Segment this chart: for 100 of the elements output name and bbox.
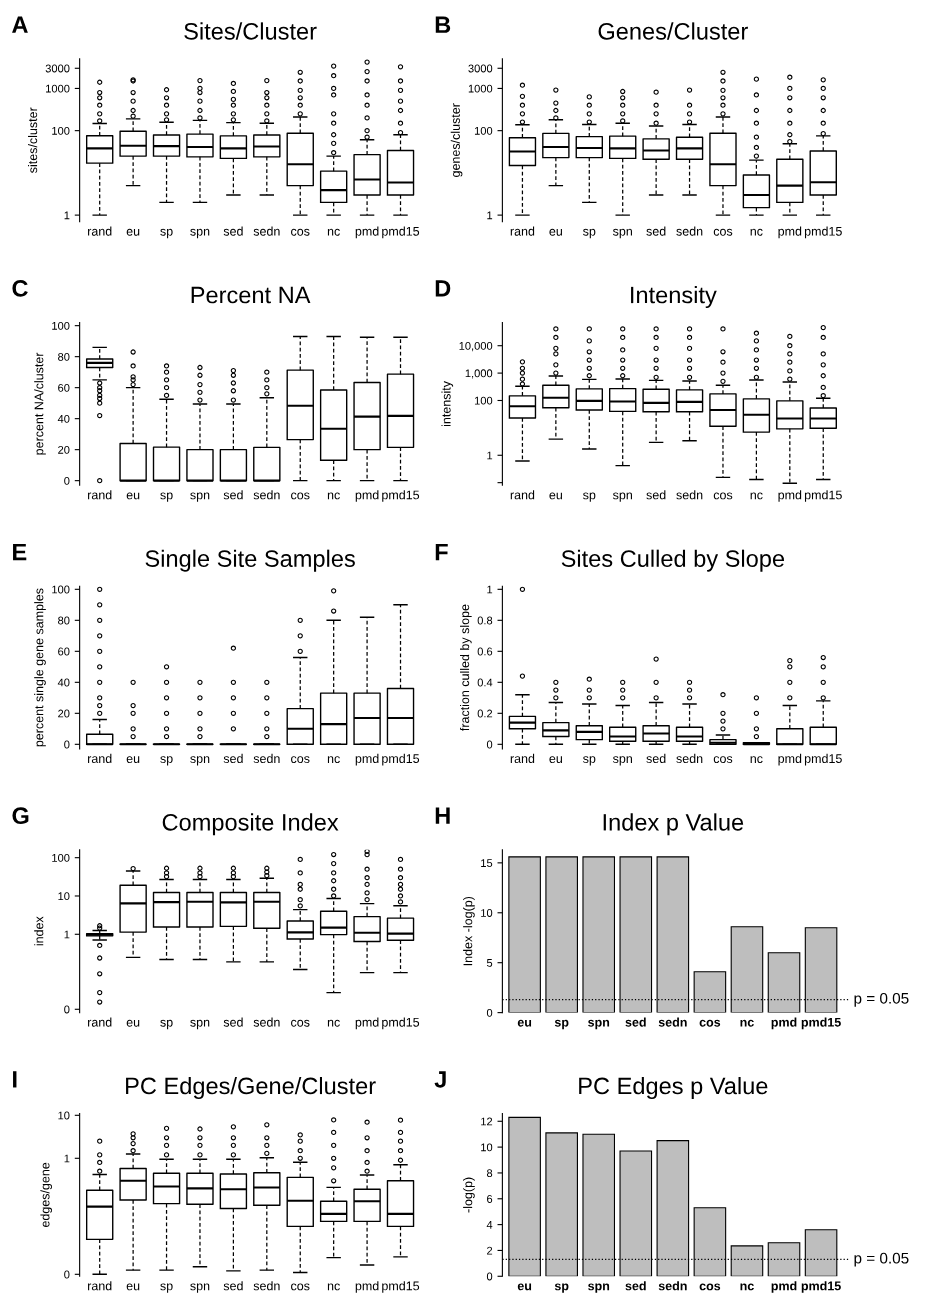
x-tick-label: nc: [740, 1019, 754, 1027]
y-tick-label: 1000: [468, 84, 493, 93]
x-tick-label: eu: [549, 756, 562, 764]
x-tick-label: eu: [126, 492, 140, 500]
x-tick-label: eu: [517, 1019, 532, 1027]
x-tick-label: pmd: [778, 753, 802, 766]
y-tick-label: 6: [487, 1195, 493, 1203]
y-axis-title: edges/gene: [40, 1162, 53, 1228]
x-tick-label: pmd: [355, 490, 379, 502]
text: E: [13, 543, 27, 561]
x-tick-label: eu: [126, 1283, 140, 1291]
chart-title: PC Edges/Gene/Cluster: [126, 1076, 376, 1099]
x-tick-label: spn: [612, 756, 632, 766]
x-tick-label: sp: [160, 1283, 173, 1293]
x-tick-label: nc: [327, 492, 340, 500]
x-tick-label: eu: [126, 756, 140, 764]
text: J: [434, 1071, 446, 1088]
y-tick-label: 1,000: [465, 369, 493, 379]
y-tick-label: 0.4: [477, 678, 493, 687]
x-tick-label: pmd15: [382, 490, 420, 502]
x-tick-label: sed: [646, 490, 666, 500]
y-tick-label: 100: [52, 585, 70, 594]
y-tick-label: 2: [487, 1246, 493, 1255]
x-tick-label: rand: [510, 753, 535, 764]
y-tick-label: 60: [58, 383, 70, 392]
x-tick-label: sed: [646, 753, 666, 764]
text: I: [13, 1071, 17, 1088]
y-tick-label: 8: [486, 1169, 493, 1178]
y-tick-label: 40: [57, 678, 70, 687]
y-tick-label: 80: [58, 616, 70, 625]
x-tick-label: sp: [583, 756, 596, 766]
y-tick-label: 10: [58, 1111, 70, 1120]
x-tick-label: rand: [88, 490, 112, 500]
y-tick-label: 1: [64, 211, 70, 220]
y-tick-label: 0: [486, 1008, 493, 1017]
y-tick-label: 100: [474, 396, 493, 405]
x-tick-label: rand: [88, 1281, 112, 1291]
y-tick-label: 80: [58, 352, 70, 361]
chart-title: Composite Index: [162, 813, 339, 836]
x-tick-label: eu: [126, 228, 140, 236]
chart-title: Genes/Cluster: [598, 22, 748, 40]
y-tick-label: 1: [487, 585, 493, 594]
x-tick-label: spn: [190, 1283, 210, 1293]
x-tick-label: sed: [223, 1281, 243, 1291]
x-tick-label: spn: [190, 756, 210, 766]
x-tick-label: pmd15: [801, 1017, 841, 1030]
chart-title: Sites/Cluster: [184, 22, 317, 40]
x-tick-label: sedn: [676, 490, 703, 500]
y-axis-title: sites/cluster: [28, 107, 38, 173]
x-tick-label: sed: [223, 490, 243, 500]
x-tick-label: pmd: [778, 226, 802, 239]
x-tick-label: pmd: [771, 1017, 797, 1030]
chart-title: Index p Value: [603, 813, 744, 836]
x-tick-label: cos: [713, 492, 733, 500]
y-tick-label: 0.6: [477, 647, 493, 656]
x-tick-label: pmd15: [382, 753, 420, 766]
x-tick-label: pmd15: [382, 1281, 420, 1293]
y-axis-title: intensity: [441, 381, 454, 427]
y-tick-label: 40: [57, 414, 70, 423]
x-tick-label: sedn: [253, 1281, 280, 1291]
y-tick-label: 0: [64, 476, 70, 485]
x-tick-label: spn: [588, 1019, 610, 1030]
y-tick-label: 0: [64, 1005, 70, 1014]
text: F: [435, 543, 448, 561]
y-tick-label: 3000: [45, 64, 70, 73]
y-tick-label: 1: [64, 1154, 70, 1163]
x-tick-label: sed: [625, 1017, 646, 1027]
y-axis-title: percent single gene samples: [34, 588, 46, 747]
y-tick-label: 0: [486, 1272, 493, 1281]
x-tick-label: sedn: [253, 226, 280, 236]
y-tick-label: 0: [64, 740, 70, 749]
text: H: [435, 807, 450, 824]
x-tick-label: spn: [190, 228, 210, 239]
x-tick-label: rand: [88, 1017, 112, 1027]
text: p = 0.05: [854, 1252, 909, 1267]
x-tick-label: spn: [612, 228, 632, 239]
x-tick-label: nc: [740, 1283, 754, 1291]
x-tick-label: sedn: [253, 490, 280, 500]
y-axis-title: Index -log(p): [463, 896, 475, 966]
x-tick-label: pmd: [355, 1017, 379, 1030]
x-tick-label: cos: [291, 228, 310, 236]
x-tick-label: eu: [517, 1283, 532, 1291]
text: A: [12, 16, 28, 33]
x-tick-label: pmd15: [804, 226, 842, 239]
x-tick-label: nc: [750, 228, 763, 236]
y-tick-label: 100: [52, 853, 70, 862]
y-tick-label: 0: [64, 1270, 70, 1279]
x-tick-label: sedn: [676, 226, 703, 236]
x-tick-label: nc: [750, 492, 763, 500]
y-tick-label: 20: [58, 445, 70, 454]
x-tick-label: pmd: [355, 753, 379, 766]
x-tick-label: sp: [554, 1283, 569, 1293]
y-tick-label: 60: [58, 647, 70, 656]
x-tick-label: pmd15: [382, 1017, 420, 1030]
x-tick-label: nc: [327, 1019, 340, 1027]
y-tick-label: 15: [481, 859, 493, 867]
x-tick-label: sp: [583, 492, 596, 502]
chart-title: Percent NA: [191, 286, 311, 304]
y-tick-label: 12: [481, 1117, 493, 1126]
chart-title: Intensity: [631, 286, 717, 309]
